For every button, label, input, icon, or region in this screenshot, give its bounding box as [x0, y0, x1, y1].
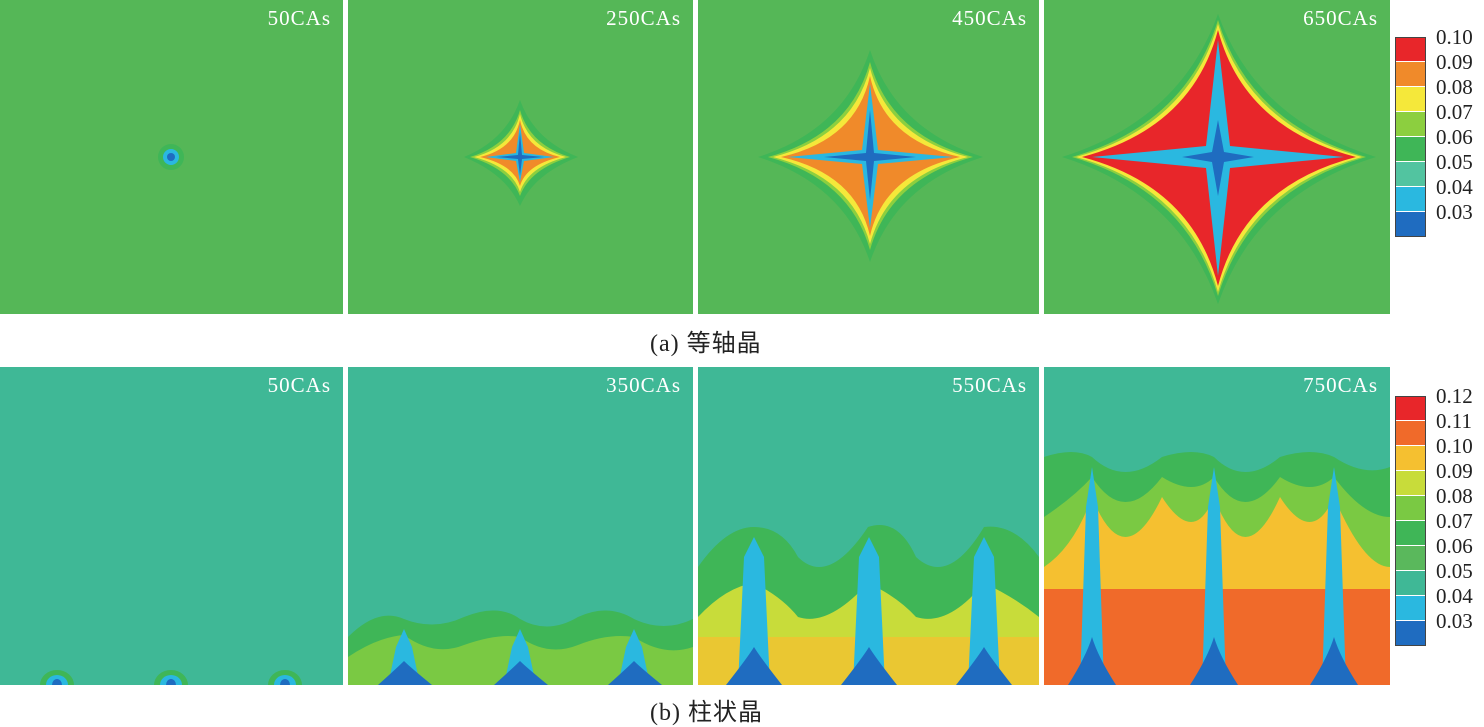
columnar-panel-2: 350CAs: [348, 367, 693, 685]
equiaxed-panel-2: 250CAs: [348, 0, 693, 314]
legend-b-row: 0.03: [1395, 609, 1484, 645]
columnar-panel-1-image: [0, 367, 343, 685]
legend-b-swatch: [1395, 546, 1426, 570]
legend-a-frame: [1395, 37, 1426, 237]
legend-a-swatch: [1395, 187, 1426, 211]
columnar-step-label-1: 50CAs: [267, 373, 331, 397]
legend-b-row: 0.04: [1395, 584, 1484, 620]
legend-a-label: 0.04: [1436, 175, 1473, 199]
legend-a-label: 0.08: [1436, 75, 1473, 99]
legend-b-row: 0.12: [1395, 384, 1484, 420]
columnar-panel-4: 750CAs: [1044, 367, 1390, 685]
equiaxed-panel-2-image: [348, 0, 693, 314]
legend-b-row: 0.11: [1395, 409, 1484, 445]
equiaxed-panel-4: 650CAs: [1044, 0, 1390, 314]
legend-a-label: 0.05: [1436, 150, 1473, 174]
equiaxed-panel-1: 50CAs: [0, 0, 343, 314]
legend-a-swatch: [1395, 212, 1426, 236]
legend-a-row: 0.09: [1395, 50, 1484, 86]
columnar-panel-3: 550CAs: [698, 367, 1039, 685]
legend-b-swatch: [1395, 571, 1426, 595]
legend-b-label: 0.08: [1436, 484, 1473, 508]
legend-b-row: 0.09: [1395, 459, 1484, 495]
legend-a-swatch: [1395, 112, 1426, 136]
legend-b-swatch: [1395, 621, 1426, 645]
legend-a-label: 0.10: [1436, 25, 1473, 49]
legend-b-label: 0.07: [1436, 509, 1473, 533]
legend-b-label: 0.11: [1436, 409, 1472, 433]
equiaxed-step-label-3: 450CAs: [952, 6, 1027, 30]
legend-b-label: 0.04: [1436, 584, 1473, 608]
equiaxed-panel-4-image: [1044, 0, 1390, 314]
legend-b-row: 0.10: [1395, 434, 1484, 470]
legend-b-swatch: [1395, 596, 1426, 620]
equiaxed-step-label-4: 650CAs: [1303, 6, 1378, 30]
legend-b-swatch: [1395, 446, 1426, 470]
legend-a-swatch: [1395, 87, 1426, 111]
legend-b-row: 0.08: [1395, 484, 1484, 520]
columnar-step-label-4: 750CAs: [1303, 373, 1378, 397]
legend-b-swatch: [1395, 421, 1426, 445]
equiaxed-panel-3: 450CAs: [698, 0, 1039, 314]
equiaxed-panel-3-image: [698, 0, 1039, 314]
columnar-caption: (b) 柱状晶: [650, 700, 763, 726]
legend-a-row: 0.08: [1395, 75, 1484, 111]
legend-a-row: 0.03: [1395, 200, 1484, 236]
columnar-panel-3-image: [698, 367, 1039, 685]
columnar-panel-2-image: [348, 367, 693, 685]
legend-a-row: 0.04: [1395, 175, 1484, 211]
legend-a-label: 0.03: [1436, 200, 1473, 224]
columnar-panel-4-image: [1044, 367, 1390, 685]
legend-b-swatch: [1395, 496, 1426, 520]
equiaxed-caption: (a) 等轴晶: [650, 331, 762, 357]
legend-a-swatch: [1395, 162, 1426, 186]
legend-a-row: 0.06: [1395, 125, 1484, 161]
legend-b-frame: [1395, 396, 1426, 646]
legend-b-swatch: [1395, 396, 1426, 420]
columnar-panel-1: 50CAs: [0, 367, 343, 685]
legend-a-label: 0.09: [1436, 50, 1473, 74]
legend-a-swatch: [1395, 137, 1426, 161]
legend-b-swatch: [1395, 521, 1426, 545]
legend-b-label: 0.09: [1436, 459, 1473, 483]
legend-b-label: 0.06: [1436, 534, 1473, 558]
columnar-step-label-2: 350CAs: [606, 373, 681, 397]
legend-b-label: 0.05: [1436, 559, 1473, 583]
legend-a-swatch: [1395, 37, 1426, 61]
legend-b-label: 0.03: [1436, 609, 1473, 633]
legend-b-row: 0.07: [1395, 509, 1484, 545]
equiaxed-step-label-2: 250CAs: [606, 6, 681, 30]
legend-b-label: 0.10: [1436, 434, 1473, 458]
legend-b-row: 0.06: [1395, 534, 1484, 570]
equiaxed-panel-1-image: [0, 0, 343, 314]
legend-a-row: 0.10: [1395, 25, 1484, 61]
columnar-step-label-3: 550CAs: [952, 373, 1027, 397]
legend-a-row: 0.05: [1395, 150, 1484, 186]
legend-a-label: 0.06: [1436, 125, 1473, 149]
equiaxed-step-label-1: 50CAs: [267, 6, 331, 30]
legend-b-label: 0.12: [1436, 384, 1473, 408]
legend-a-label: 0.07: [1436, 100, 1473, 124]
legend-b-row: 0.05: [1395, 559, 1484, 595]
legend-a-row: 0.07: [1395, 100, 1484, 136]
legend-b-swatch: [1395, 471, 1426, 495]
legend-a-swatch: [1395, 62, 1426, 86]
